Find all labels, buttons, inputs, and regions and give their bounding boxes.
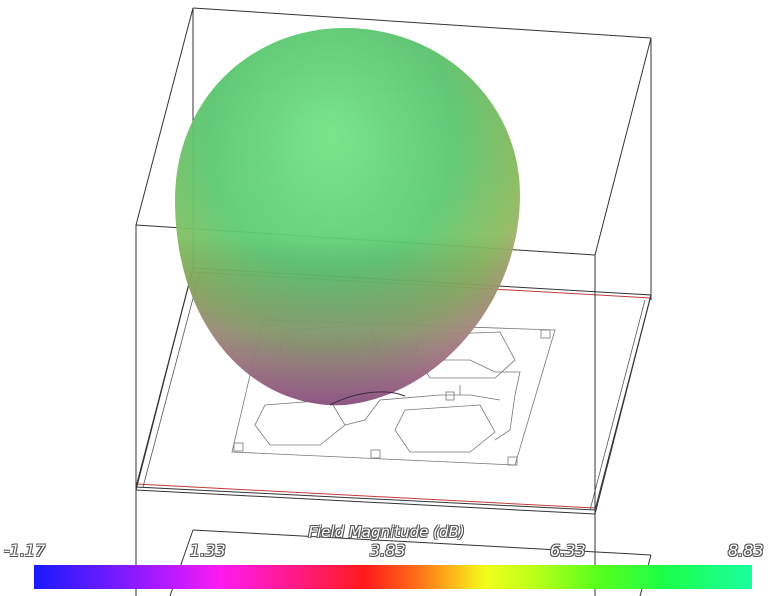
legend-tick-min: -1.17 [4, 541, 46, 560]
legend-tick-max: 8.83 [728, 541, 764, 560]
legend-title: Field Magnitude (dB) [308, 523, 465, 541]
legend-tick-2: 1.33 [190, 541, 226, 560]
legend-tick-4: 6.33 [550, 541, 586, 560]
legend-tick-3: 3.83 [370, 541, 406, 560]
radiation-pattern [175, 28, 520, 406]
colorbar [34, 565, 752, 589]
bounding-box-front [135, 38, 652, 596]
